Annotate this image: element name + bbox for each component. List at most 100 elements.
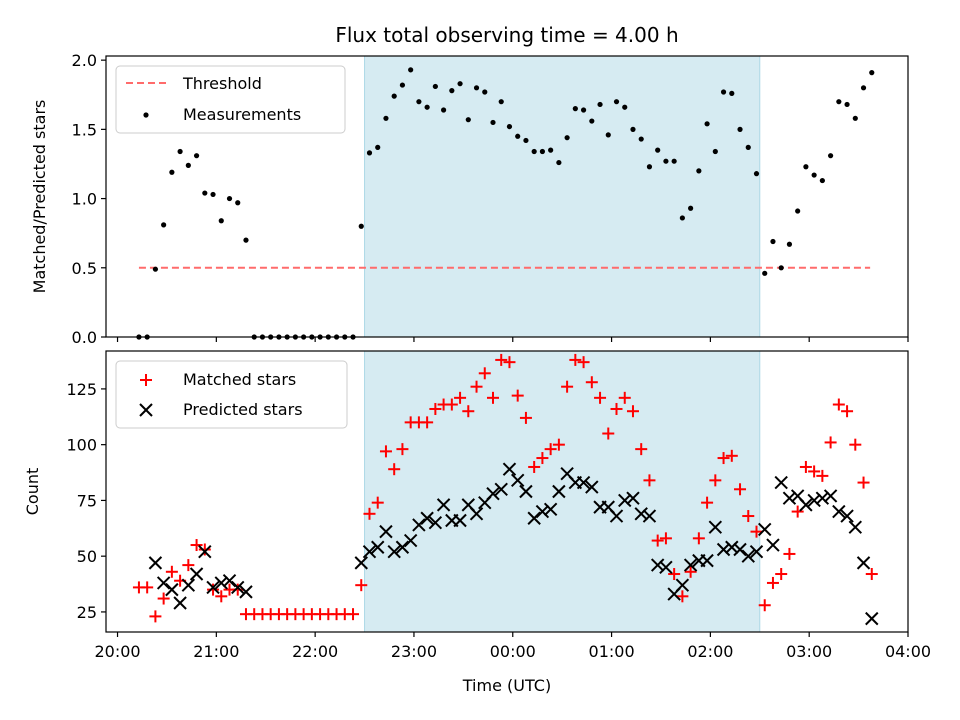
bottom-plot-area: [132, 353, 879, 626]
matched-star-point: [816, 469, 829, 482]
measurement-point: [556, 159, 562, 166]
predicted-star-point: [453, 513, 467, 528]
predicted-star-point: [486, 487, 500, 501]
measurement-point: [836, 99, 842, 105]
predicted-star-point: [840, 509, 854, 523]
measurement-point: [844, 101, 850, 108]
predicted-star-point: [799, 498, 813, 512]
predicted-star-point: [865, 611, 879, 626]
matched-star-point: [709, 474, 722, 487]
predicted-legend-label: Predicted stars: [183, 400, 303, 419]
measurement-point: [457, 81, 463, 87]
bottom-legend-box: [115, 360, 348, 429]
measurement-point: [440, 107, 447, 113]
top-legend-box: [115, 65, 346, 134]
bottom-x-tick-label: 04:00: [885, 642, 931, 661]
predicted-star-point: [173, 596, 187, 610]
predicted-star-point: [576, 475, 591, 490]
matched-legend-swatch: [140, 374, 152, 386]
predicted-star-point: [214, 576, 228, 590]
bottom-x-tick-label: 03:00: [786, 642, 832, 661]
predicted-star-point: [659, 560, 673, 575]
matched-star-point: [487, 391, 500, 404]
measurement-point: [399, 82, 406, 88]
matched-star-point: [396, 443, 409, 456]
predicted-star-point: [189, 567, 204, 581]
measurement-point: [391, 93, 397, 99]
predicted-star-point: [782, 491, 797, 505]
matched-star-point: [684, 565, 697, 578]
measurement-point: [795, 208, 801, 214]
matched-star-point: [355, 579, 368, 592]
bottom-x-tick-label: 21:00: [193, 642, 239, 661]
matched-legend-label: Matched stars: [183, 370, 296, 389]
predicted-star-point: [683, 558, 698, 572]
top-y-tick-label: 0.5: [72, 259, 97, 278]
predicted-star-point: [148, 556, 163, 570]
matched-star-point: [651, 534, 664, 547]
predicted-star-point: [585, 480, 599, 494]
predicted-star-point: [856, 556, 871, 570]
matched-star-point: [692, 532, 705, 545]
matched-star-point: [165, 565, 178, 578]
bottom-y-axis-label: Count: [23, 468, 42, 516]
top-shaded-span: [364, 55, 761, 338]
bottom-y-tick-label: 50: [77, 547, 97, 566]
measurement-point: [383, 115, 389, 121]
matched-star-point: [190, 539, 203, 552]
matched-star-point: [454, 391, 467, 404]
measurement-point: [646, 164, 653, 170]
predicted-star-point: [519, 484, 533, 499]
predicted-star-point: [362, 545, 377, 559]
top-axes-frame: [105, 55, 909, 338]
top-plot-area: [136, 67, 875, 340]
measurement-point: [860, 85, 867, 91]
measurement-point: [803, 164, 809, 170]
measurement-point: [869, 70, 875, 76]
measurement-point: [449, 88, 455, 94]
matched-star-point: [421, 416, 434, 429]
measurement-point: [729, 90, 735, 96]
measurement-point: [226, 195, 233, 202]
matched-star-point: [536, 452, 549, 465]
predicted-star-point: [387, 545, 401, 559]
matched-star-point: [775, 568, 788, 581]
matched-star-point: [659, 532, 672, 545]
predicted-star-point: [832, 504, 846, 519]
x-axis-label: Time (UTC): [462, 676, 551, 695]
measurement-point: [622, 104, 628, 110]
measurement-point: [506, 123, 513, 130]
top-y-ticks: 0.0 0.5 1.0 1.5 2.0: [72, 51, 106, 347]
predicted-star-point: [231, 580, 245, 595]
top-y-tick-label: 1.0: [72, 190, 97, 209]
predicted-star-point: [469, 507, 484, 521]
measurement-point: [375, 144, 381, 150]
bottom-legend: Matched stars Predicted stars: [115, 360, 348, 429]
predicted-star-point: [354, 556, 368, 570]
matched-star-point: [717, 452, 730, 465]
bottom-x-tick-label: 20:00: [94, 642, 140, 661]
matched-star-point: [544, 443, 557, 456]
matched-star-point: [511, 389, 524, 402]
predicted-star-point: [222, 573, 237, 588]
measurement-point: [432, 83, 438, 90]
matched-star-point: [766, 576, 779, 589]
matched-star-point: [445, 398, 458, 411]
measurement-point: [720, 89, 727, 95]
matched-star-point: [791, 505, 804, 518]
measurement-point: [671, 158, 677, 164]
measurements-legend-label: Measurements: [183, 105, 301, 124]
measurement-point: [605, 132, 611, 138]
matched-star-point: [668, 568, 681, 581]
predicted-star-point: [815, 491, 830, 505]
measurement-point: [819, 177, 825, 184]
predicted-star-point: [708, 520, 723, 534]
matched-star-point: [552, 438, 565, 451]
measurement-point: [358, 223, 364, 229]
measurement-point: [852, 115, 858, 121]
measurement-point: [630, 126, 636, 132]
matched-star-point: [594, 391, 607, 404]
predicted-star-point: [642, 509, 657, 523]
predicted-star-point: [527, 511, 541, 525]
measurement-point: [531, 148, 537, 155]
